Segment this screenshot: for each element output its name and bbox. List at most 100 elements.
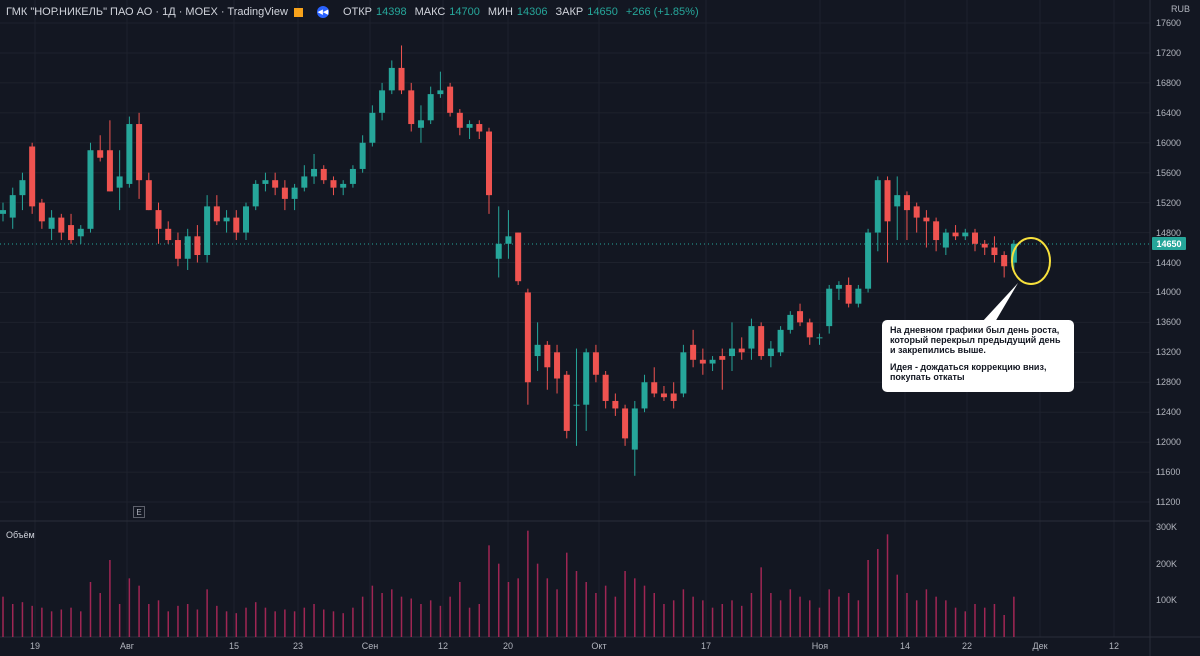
- volume-bar: [556, 589, 558, 637]
- candle-body: [952, 232, 959, 237]
- volume-bar: [303, 607, 306, 637]
- volume-bar: [740, 605, 743, 637]
- earnings-event-badge[interactable]: E: [133, 506, 145, 518]
- candle-body: [835, 284, 842, 289]
- candle-body: [942, 232, 949, 248]
- candle-body: [320, 168, 327, 181]
- time-tick-label: 12: [437, 641, 449, 651]
- volume-bar: [614, 596, 617, 637]
- volume-bar: [925, 589, 928, 637]
- candle-body: [87, 150, 94, 229]
- volume-bar: [809, 600, 811, 637]
- candle-body: [845, 284, 852, 304]
- volume-bars: [2, 530, 1015, 637]
- volume-bar: [507, 582, 510, 637]
- candle-body: [174, 240, 181, 259]
- volume-tick-label: 300K: [1156, 522, 1178, 532]
- volume-bar: [274, 611, 276, 637]
- price-tick-label: 14800: [1156, 227, 1182, 238]
- candle-body: [291, 187, 298, 199]
- candle-body: [855, 288, 862, 304]
- volume-bar: [157, 600, 160, 637]
- candle-body: [447, 86, 454, 113]
- rewind-icon[interactable]: ◀◀: [316, 6, 329, 18]
- volume-bar: [70, 607, 72, 637]
- candle-body: [680, 352, 687, 394]
- candle-body: [408, 90, 415, 125]
- candle-body: [29, 146, 36, 207]
- candle-body: [748, 326, 755, 349]
- candle-body: [427, 94, 434, 121]
- volume-bar: [420, 604, 422, 637]
- candle-body: [194, 236, 201, 256]
- candle-body: [68, 225, 75, 241]
- candle-body: [252, 183, 259, 207]
- candle-body: [758, 326, 765, 357]
- candle-body: [573, 404, 580, 406]
- price-tick-label: 12800: [1156, 377, 1182, 388]
- candle-body: [981, 243, 988, 248]
- volume-bar: [264, 607, 267, 637]
- volume-bar: [41, 607, 43, 637]
- candle-body: [233, 217, 240, 233]
- candle-body: [767, 348, 774, 357]
- candle-body: [787, 314, 794, 330]
- highlight-ellipse: [1011, 237, 1051, 285]
- volume-bar: [89, 582, 92, 637]
- candle-body: [38, 202, 45, 222]
- candle-body: [670, 393, 677, 401]
- volume-bar: [400, 596, 403, 637]
- price-tick-label: 15200: [1156, 197, 1182, 208]
- volume-bar: [993, 604, 996, 637]
- symbol-title[interactable]: ГМК "НОР.НИКЕЛЬ" ПАО АО · 1Д · MOEX · Tr…: [6, 6, 288, 18]
- candle-body: [641, 382, 648, 409]
- candle-body: [806, 322, 813, 338]
- candle-body: [962, 232, 969, 237]
- volume-bar: [439, 605, 442, 637]
- time-tick-label: 19: [29, 641, 41, 651]
- volume-bar: [643, 585, 646, 637]
- volume-bar: [566, 552, 568, 637]
- volume-bar: [410, 598, 412, 637]
- volume-bar: [1003, 615, 1005, 637]
- price-tick-label: 12000: [1156, 437, 1182, 448]
- volume-bar: [896, 574, 898, 637]
- time-tick-label: Сен: [361, 641, 379, 651]
- candle-body: [660, 393, 667, 398]
- volume-bar: [672, 600, 675, 637]
- volume-bar: [964, 611, 967, 637]
- volume-bar: [2, 596, 4, 637]
- candle-body: [495, 243, 502, 259]
- volume-bar: [653, 593, 655, 637]
- volume-bar: [196, 609, 199, 637]
- volume-bar: [604, 585, 607, 637]
- volume-bar: [206, 589, 208, 637]
- volume-bar: [945, 600, 947, 637]
- volume-bar: [517, 578, 519, 637]
- candle-body: [583, 352, 590, 405]
- annotation-callout[interactable]: На дневном графики был день роста, котор…: [882, 320, 1074, 392]
- symbol-header[interactable]: ГМК "НОР.НИКЕЛЬ" ПАО АО · 1Д · MOEX · Tr…: [6, 5, 699, 19]
- currency-label[interactable]: RUB: [1170, 4, 1190, 14]
- volume-bar: [31, 605, 33, 637]
- candle-body: [612, 400, 619, 409]
- low-label: МИН: [487, 6, 513, 18]
- candle-body: [466, 124, 473, 128]
- volume-bar: [21, 602, 24, 637]
- candle-body: [456, 112, 463, 128]
- volume-bar: [711, 607, 714, 637]
- flag-icon[interactable]: [293, 7, 303, 17]
- volume-bar: [11, 604, 14, 637]
- chart-grid: [0, 0, 1150, 637]
- volume-bar: [109, 560, 111, 637]
- volume-bar: [682, 589, 685, 637]
- candle-body: [58, 217, 65, 233]
- volume-bar: [750, 593, 753, 637]
- volume-bar: [536, 563, 539, 637]
- volume-bar: [575, 571, 578, 637]
- candle-body: [262, 180, 269, 184]
- candle-body: [1001, 255, 1008, 267]
- candle-body: [972, 232, 978, 244]
- volume-title[interactable]: Объём: [6, 530, 35, 540]
